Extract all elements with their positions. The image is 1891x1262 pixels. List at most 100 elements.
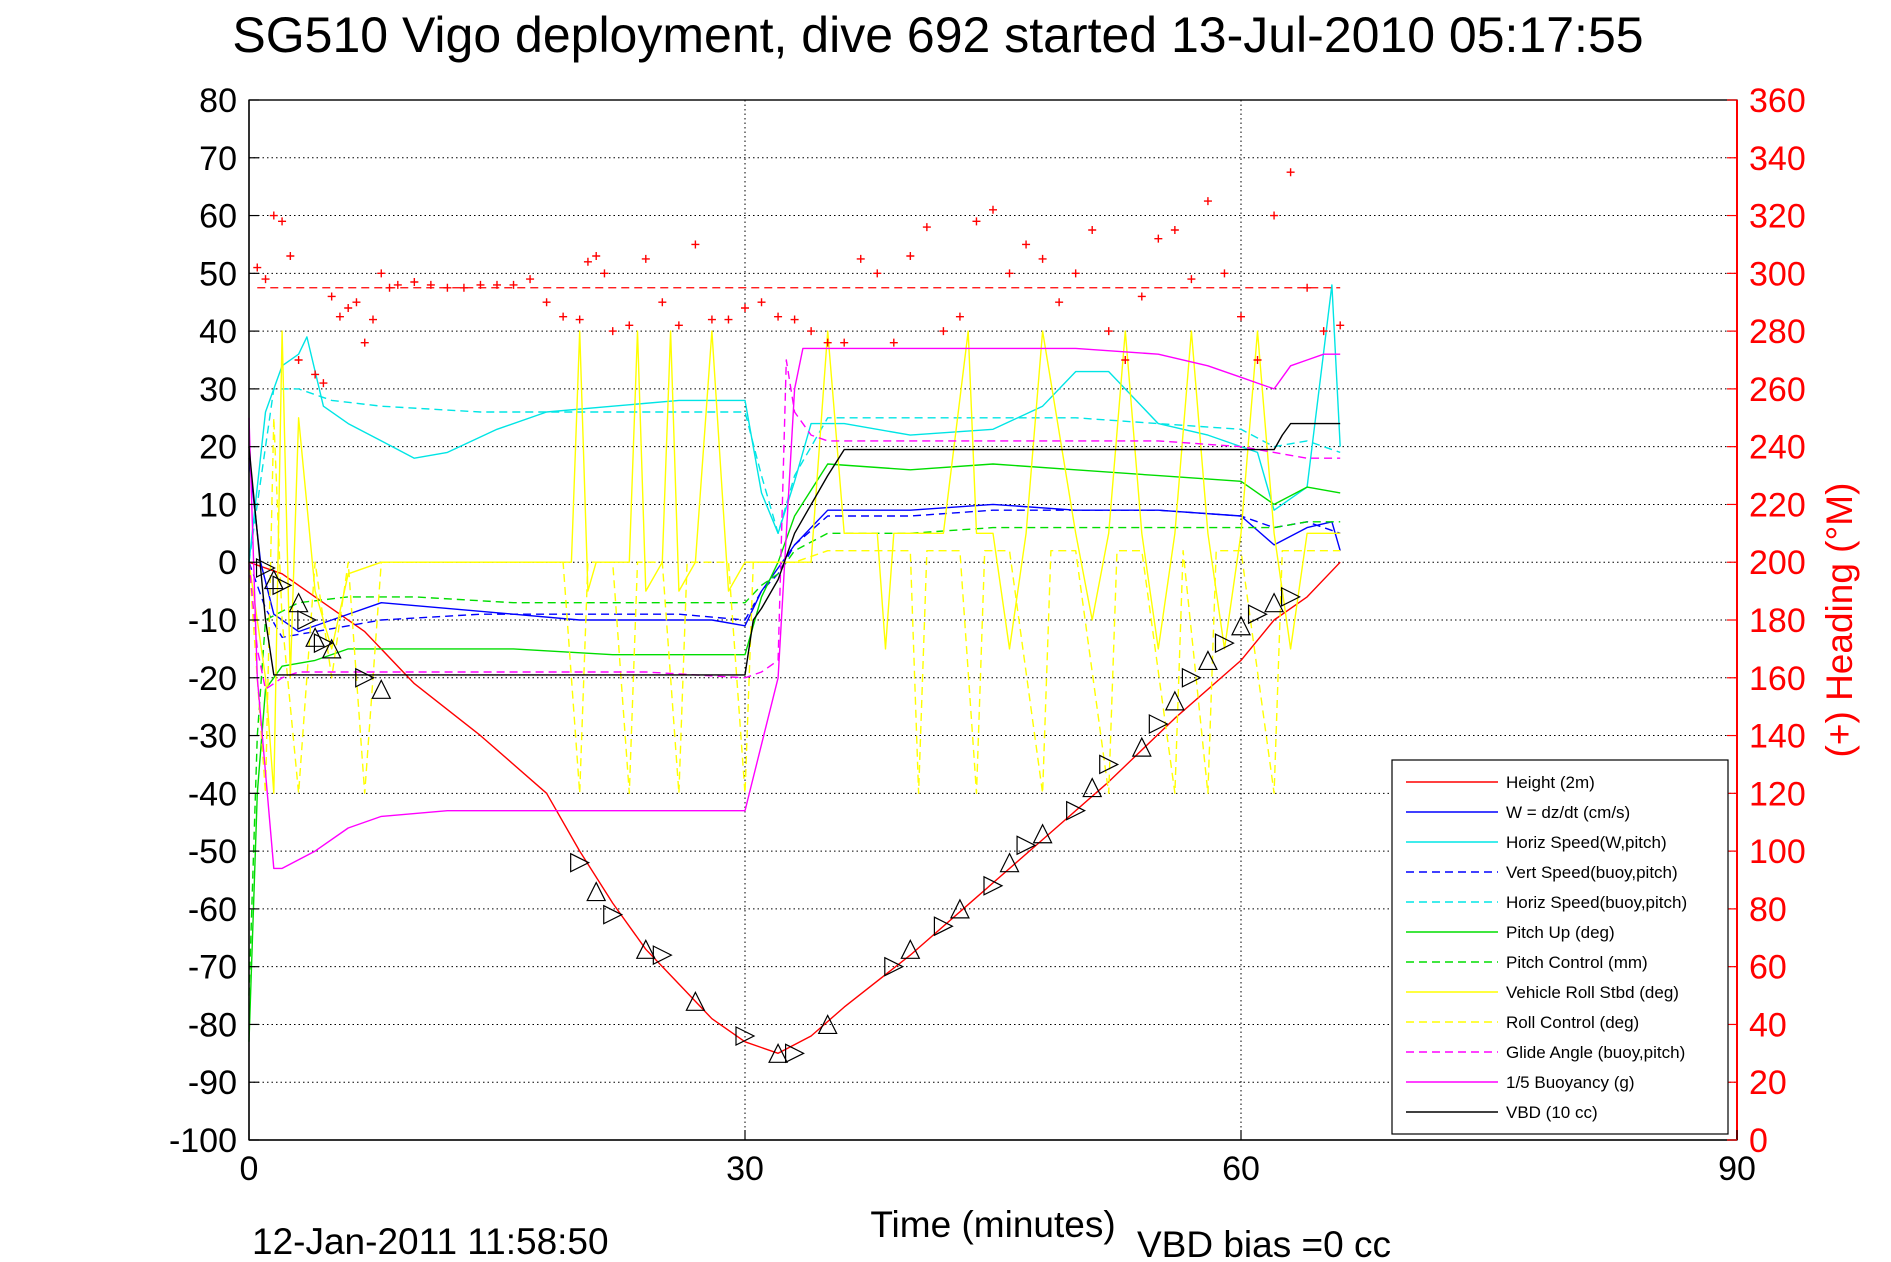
heading-marker xyxy=(286,252,295,260)
heading-marker xyxy=(1088,226,1097,234)
heading-marker xyxy=(972,217,981,226)
heading-marker xyxy=(1137,292,1146,301)
triangle-marker xyxy=(768,1042,789,1063)
heading-marker xyxy=(327,292,336,301)
y-tick-label: -60 xyxy=(188,891,237,929)
legend-label-9: Glide Angle (buoy,pitch) xyxy=(1506,1043,1685,1062)
y-right-tick-label: 320 xyxy=(1749,198,1806,236)
heading-marker xyxy=(1121,356,1130,364)
y-tick-label: -100 xyxy=(169,1122,237,1160)
heading-marker xyxy=(840,338,849,347)
heading-marker xyxy=(1005,269,1014,278)
heading-marker xyxy=(939,327,948,336)
heading-marker xyxy=(1303,283,1312,292)
tick-labels: 0 30 60 9080706050403020100-10-20-30-40-50-… xyxy=(169,82,1806,1188)
series-line-4 xyxy=(248,388,1341,563)
x-axis-label: Time (minutes) xyxy=(870,1204,1115,1245)
y-right-tick-label: 180 xyxy=(1749,602,1806,640)
heading-marker xyxy=(344,304,353,312)
legend: Height (2m) W = dz/dt (cm/s) Horiz Speed(W… xyxy=(1391,759,1729,1135)
heading-marker xyxy=(426,280,435,289)
y-right-tick-label: 240 xyxy=(1749,429,1806,467)
heading-marker xyxy=(583,257,592,266)
y-right-tick-label: 20 xyxy=(1749,1064,1787,1102)
heading-marker xyxy=(707,315,716,324)
legend-label-0: Height (2m) xyxy=(1506,773,1595,792)
heading-marker xyxy=(1187,275,1196,284)
footer-timestamp: 12-Jan-2011 11:58:50 xyxy=(252,1221,609,1262)
heading-marker xyxy=(335,312,344,321)
series-line-11 xyxy=(248,422,1341,676)
y-right-tick-label: 60 xyxy=(1749,949,1787,987)
heading-marker xyxy=(377,269,386,278)
legend-label-10: 1/5 Buoyancy (g) xyxy=(1506,1073,1635,1092)
series-line-6 xyxy=(248,521,1341,996)
y-right-tick-label: 360 xyxy=(1749,82,1806,120)
heading-marker xyxy=(741,304,749,312)
y-right-tick-label: 100 xyxy=(1749,833,1806,871)
triangle-marker xyxy=(570,852,591,873)
legend-label-7: Vehicle Roll Stbd (deg) xyxy=(1506,983,1679,1002)
heading-marker xyxy=(774,312,783,321)
y-tick-label: 20 xyxy=(199,429,237,467)
heading-marker xyxy=(922,223,931,232)
heading-marker xyxy=(1170,226,1179,234)
heading-marker xyxy=(625,321,634,330)
triangle-marker xyxy=(313,633,334,654)
chart-title: SG510 Vigo deployment, dive 692 started … xyxy=(232,7,1643,63)
y-tick-label: 40 xyxy=(199,313,237,351)
heading-marker xyxy=(559,312,568,321)
triangle-marker xyxy=(900,938,921,959)
heading-marker xyxy=(873,269,882,278)
heading-marker xyxy=(1286,168,1295,177)
triangle-marker xyxy=(272,575,293,596)
triangle-marker xyxy=(685,990,706,1011)
heading-marker xyxy=(600,269,609,278)
heading-marker xyxy=(790,315,799,324)
legend-label-2: Horiz Speed(W,pitch) xyxy=(1506,833,1667,852)
triangle-marker xyxy=(983,875,1004,896)
heading-marker xyxy=(253,263,262,272)
heading-marker xyxy=(476,280,485,289)
heading-marker xyxy=(526,275,535,284)
triangle-marker xyxy=(1032,823,1053,844)
y-tick-label: -10 xyxy=(188,602,237,640)
heading-marker xyxy=(443,283,452,292)
heading-marker xyxy=(807,327,816,336)
triangle-marker xyxy=(586,881,607,902)
triangle-marker xyxy=(1066,800,1087,821)
triangle-marker xyxy=(1099,754,1120,775)
heading-marker xyxy=(674,321,683,330)
heading-marker xyxy=(1071,269,1080,278)
series-line-5 xyxy=(248,463,1341,1042)
heading-marker xyxy=(1270,211,1279,220)
heading-marker xyxy=(278,217,287,226)
legend-label-3: Vert Speed(buoy,pitch) xyxy=(1506,863,1678,882)
heading-marker xyxy=(319,379,328,388)
triangle-marker xyxy=(817,1014,838,1035)
triangle-marker xyxy=(785,1043,805,1064)
heading-marker xyxy=(1203,197,1212,206)
y-tick-label: -70 xyxy=(188,949,237,987)
y-tick-label: -90 xyxy=(188,1064,237,1102)
heading-marker xyxy=(757,298,766,307)
heading-marker xyxy=(641,254,650,263)
heading-marker xyxy=(1319,327,1328,336)
y-right-tick-label: 120 xyxy=(1749,775,1806,813)
triangle-marker xyxy=(1231,615,1251,636)
x-tick-label: 60 xyxy=(1222,1150,1260,1188)
triangle-marker xyxy=(1164,690,1185,711)
y-right-tick-label: 260 xyxy=(1749,371,1806,409)
heading-marker xyxy=(1336,321,1345,330)
grid-lines xyxy=(249,100,1737,1140)
triangle-marker xyxy=(255,558,276,578)
series-group xyxy=(248,284,1341,1055)
series-line-8 xyxy=(248,417,1341,794)
heading-marker xyxy=(311,370,320,379)
heading-marker xyxy=(592,252,601,260)
y-tick-label: -30 xyxy=(188,718,237,756)
y-tick-label: 70 xyxy=(199,140,237,178)
y-right-tick-label: 340 xyxy=(1749,140,1806,178)
triangle-marker xyxy=(949,898,970,919)
